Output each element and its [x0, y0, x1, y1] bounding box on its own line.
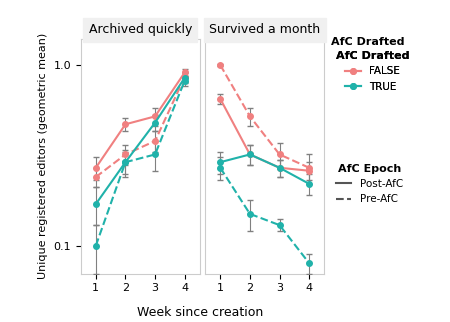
Legend: Post-AfC, Pre-AfC: Post-AfC, Pre-AfC	[332, 160, 407, 209]
Title: Archived quickly: Archived quickly	[89, 23, 192, 36]
Text: Week since creation: Week since creation	[137, 306, 263, 318]
Y-axis label: Unique registered editors (geometric mean): Unique registered editors (geometric mea…	[38, 33, 48, 279]
Legend: FALSE, TRUE: FALSE, TRUE	[332, 47, 413, 96]
Title: Survived a month: Survived a month	[209, 23, 320, 36]
Text: AfC Drafted: AfC Drafted	[331, 37, 404, 47]
